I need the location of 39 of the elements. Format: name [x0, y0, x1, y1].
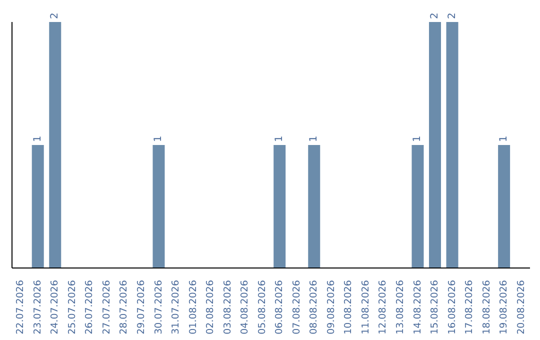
x-tick-label: 26.07.2026 [84, 280, 96, 334]
x-tick-label: 08.08.2026 [308, 280, 320, 334]
data-label: 1 [32, 136, 44, 142]
x-tick-label: 09.08.2026 [326, 280, 337, 334]
data-label: 2 [446, 12, 458, 19]
x-tick-label: 24.07.2026 [50, 280, 61, 334]
data-label: 1 [153, 136, 164, 142]
x-tick-label: 22.07.2026 [15, 280, 26, 334]
x-tick-label: 29.07.2026 [136, 280, 147, 334]
data-label: 1 [274, 136, 286, 142]
x-tick-label: 30.07.2026 [153, 280, 164, 334]
data-label: 1 [308, 136, 320, 142]
x-tick-label: 17.08.2026 [464, 280, 476, 334]
x-tick-label: 31.07.2026 [170, 280, 182, 334]
data-label: 2 [429, 12, 440, 19]
x-tick-label: 05.08.2026 [256, 280, 268, 334]
x-tick-label: 13.08.2026 [395, 280, 406, 334]
x-tick-label: 06.08.2026 [274, 280, 286, 334]
x-tick-label: 12.08.2026 [378, 280, 389, 334]
x-tick-label: 23.07.2026 [32, 280, 44, 334]
x-tick-label: 15.08.2026 [430, 280, 441, 334]
x-tick-label: 04.08.2026 [240, 280, 251, 334]
x-tick-label: 27.07.2026 [101, 280, 112, 334]
x-tick-label: 28.07.2026 [118, 280, 130, 334]
x-tick-label: 25.07.2026 [66, 280, 78, 334]
x-tick-label: 11.08.2026 [360, 280, 372, 334]
x-tick-label: 18.08.2026 [481, 280, 492, 334]
x-tick-label: 14.08.2026 [412, 280, 424, 334]
x-tick-label: 01.08.2026 [188, 280, 199, 334]
x-tick-label: 19.08.2026 [498, 280, 510, 334]
data-label: 1 [412, 136, 424, 142]
x-tick-label: 03.08.2026 [222, 280, 234, 334]
data-label: 1 [498, 136, 510, 142]
x-tick-label: 02.08.2026 [205, 280, 216, 334]
x-tick-label: 20.08.2026 [516, 280, 527, 334]
x-tick-label: 16.08.2026 [446, 280, 458, 334]
data-label: 2 [50, 12, 61, 19]
x-tick-label: 07.08.2026 [291, 280, 302, 334]
x-tick-label: 10.08.2026 [343, 280, 354, 334]
